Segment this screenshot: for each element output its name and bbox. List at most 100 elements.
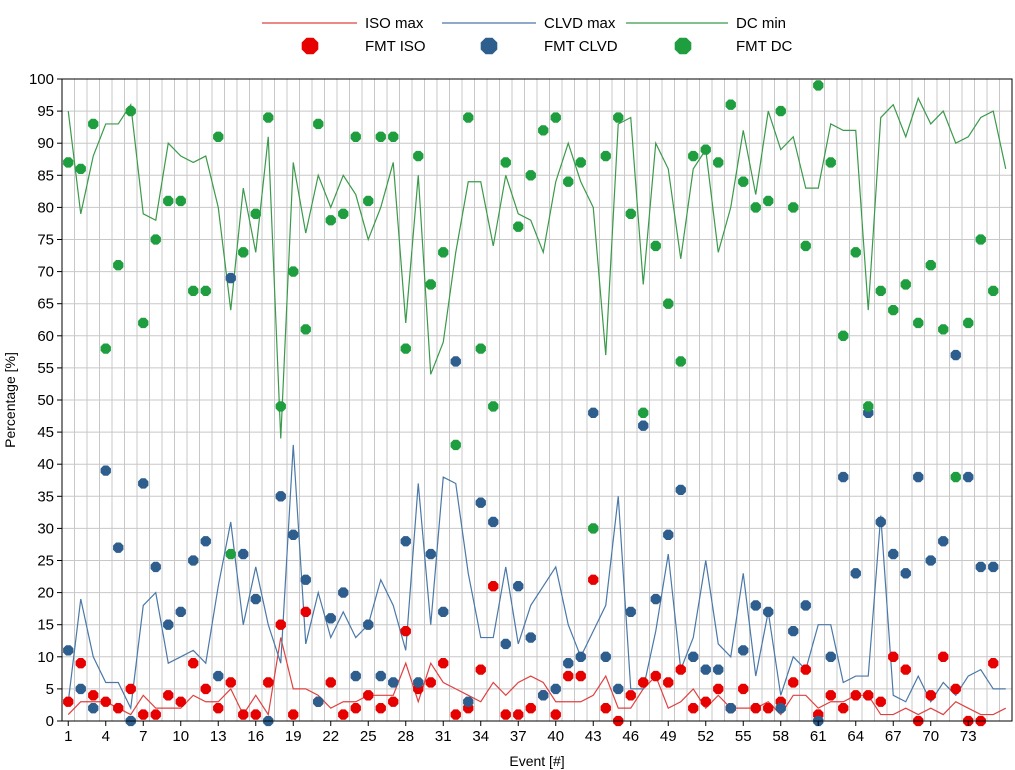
point-fmt-clvd bbox=[350, 670, 361, 682]
point-fmt-iso bbox=[550, 709, 561, 720]
point-fmt-clvd bbox=[925, 555, 936, 566]
point-fmt-iso bbox=[900, 664, 911, 675]
series-points bbox=[63, 80, 999, 727]
point-fmt-dc bbox=[225, 548, 236, 560]
point-fmt-clvd bbox=[313, 696, 324, 707]
x-tick-label: 58 bbox=[772, 728, 789, 745]
series-lines bbox=[67, 96, 1007, 717]
point-fmt-iso bbox=[475, 664, 486, 675]
point-fmt-clvd bbox=[363, 619, 374, 630]
point-fmt-dc bbox=[613, 112, 624, 123]
x-tick-label: 22 bbox=[322, 728, 339, 745]
point-fmt-clvd bbox=[988, 561, 999, 573]
point-fmt-dc bbox=[63, 157, 74, 168]
point-fmt-iso bbox=[150, 709, 161, 720]
legend-swatch-fmt-iso bbox=[301, 37, 319, 55]
point-fmt-clvd bbox=[88, 702, 99, 714]
point-fmt-clvd bbox=[300, 574, 311, 585]
point-fmt-iso bbox=[500, 709, 511, 720]
point-fmt-iso bbox=[388, 696, 399, 707]
point-fmt-dc bbox=[375, 131, 386, 142]
legend: ISO max CLVD max DC min FMT ISO FMT CLVD FMT … bbox=[262, 15, 793, 55]
point-fmt-dc bbox=[750, 202, 761, 213]
point-fmt-iso bbox=[425, 677, 436, 688]
point-fmt-clvd bbox=[250, 593, 261, 605]
y-tick-label: 95 bbox=[37, 103, 54, 120]
x-tick-label: 70 bbox=[922, 728, 939, 745]
point-fmt-dc bbox=[263, 112, 274, 123]
point-fmt-clvd bbox=[775, 702, 786, 714]
point-fmt-iso bbox=[825, 690, 836, 701]
point-fmt-iso bbox=[863, 690, 874, 701]
point-fmt-dc bbox=[813, 80, 824, 91]
point-fmt-iso bbox=[113, 702, 124, 714]
point-fmt-clvd bbox=[550, 683, 561, 695]
point-fmt-iso bbox=[650, 670, 661, 682]
point-fmt-clvd bbox=[663, 529, 674, 540]
point-fmt-dc bbox=[900, 279, 911, 290]
point-fmt-clvd bbox=[938, 536, 949, 547]
point-fmt-iso bbox=[713, 683, 724, 695]
point-fmt-iso bbox=[625, 690, 636, 701]
y-tick-label: 65 bbox=[37, 296, 54, 313]
point-fmt-clvd bbox=[325, 613, 336, 624]
point-fmt-dc bbox=[325, 215, 336, 226]
point-fmt-clvd bbox=[650, 593, 661, 605]
point-fmt-clvd bbox=[225, 272, 236, 284]
y-tick-label: 70 bbox=[37, 264, 54, 281]
y-tick-label: 40 bbox=[37, 456, 54, 473]
y-tick-label: 30 bbox=[37, 520, 54, 537]
point-fmt-clvd bbox=[763, 606, 774, 618]
x-tick-label: 64 bbox=[847, 728, 864, 745]
point-fmt-dc bbox=[250, 208, 261, 219]
point-fmt-clvd bbox=[575, 651, 586, 662]
point-fmt-clvd bbox=[850, 568, 861, 579]
point-fmt-dc bbox=[575, 157, 586, 168]
point-fmt-iso bbox=[238, 709, 249, 720]
point-fmt-clvd bbox=[713, 664, 724, 675]
point-fmt-clvd bbox=[275, 491, 286, 502]
point-fmt-iso bbox=[638, 677, 649, 688]
y-tick-label: 60 bbox=[37, 328, 54, 345]
point-fmt-iso bbox=[563, 670, 574, 682]
y-tick-label: 50 bbox=[37, 392, 54, 409]
y-tick-label: 35 bbox=[37, 488, 54, 505]
point-fmt-clvd bbox=[688, 651, 699, 662]
point-fmt-dc bbox=[188, 285, 199, 297]
point-fmt-iso bbox=[138, 709, 149, 720]
y-tick-label: 10 bbox=[37, 649, 54, 666]
point-fmt-iso bbox=[588, 574, 599, 585]
point-fmt-clvd bbox=[450, 356, 461, 367]
point-fmt-iso bbox=[225, 677, 236, 688]
y-tick-label: 15 bbox=[37, 617, 54, 634]
point-fmt-iso bbox=[263, 677, 274, 688]
series-line-iso-max bbox=[67, 637, 1007, 717]
point-fmt-clvd bbox=[800, 600, 811, 611]
point-fmt-dc bbox=[238, 247, 249, 258]
y-tick-label: 100 bbox=[29, 71, 54, 88]
point-fmt-clvd bbox=[463, 696, 474, 707]
point-fmt-iso bbox=[325, 677, 336, 688]
point-fmt-iso bbox=[188, 658, 199, 669]
point-fmt-clvd bbox=[63, 645, 74, 656]
point-fmt-clvd bbox=[175, 606, 186, 618]
point-fmt-dc bbox=[938, 324, 949, 335]
point-fmt-dc bbox=[463, 112, 474, 123]
point-fmt-dc bbox=[600, 150, 611, 162]
point-fmt-clvd bbox=[725, 702, 736, 714]
point-fmt-dc bbox=[75, 163, 86, 175]
point-fmt-iso bbox=[788, 677, 799, 688]
point-fmt-iso bbox=[925, 690, 936, 701]
point-fmt-iso bbox=[738, 683, 749, 695]
point-fmt-iso bbox=[375, 702, 386, 714]
legend-swatch-fmt-dc bbox=[674, 37, 692, 55]
y-tick-label: 0 bbox=[46, 713, 54, 730]
point-fmt-dc bbox=[800, 240, 811, 252]
point-fmt-dc bbox=[725, 99, 736, 110]
y-tick-label: 75 bbox=[37, 232, 54, 249]
point-fmt-iso bbox=[75, 658, 86, 669]
x-tick-label: 52 bbox=[697, 728, 714, 745]
point-fmt-dc bbox=[425, 279, 436, 290]
point-fmt-dc bbox=[738, 176, 749, 187]
point-fmt-dc bbox=[338, 208, 349, 219]
